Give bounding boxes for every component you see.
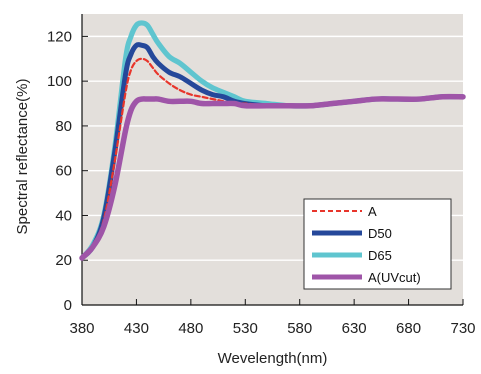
legend-box bbox=[303, 198, 452, 290]
y-tick-label: 120 bbox=[47, 28, 72, 45]
x-tick-label: 480 bbox=[178, 320, 203, 337]
series-lines bbox=[79, 20, 466, 261]
y-axis-label: Spectral reflectance(%) bbox=[14, 79, 31, 235]
series-line-a bbox=[80, 57, 465, 260]
y-tick-label: 100 bbox=[47, 73, 72, 90]
legend-label: A(UVcut) bbox=[368, 270, 421, 285]
x-tick-label: 630 bbox=[342, 320, 367, 337]
x-tick-label: 380 bbox=[69, 320, 94, 337]
y-tick-label: 60 bbox=[55, 163, 72, 180]
series-line-a-uvcut bbox=[79, 93, 466, 261]
x-tick-label: 580 bbox=[287, 320, 312, 337]
x-tick-label: 430 bbox=[124, 320, 149, 337]
tick-labels: 380 430 480 530 580 630 680 730 0 20 40 60 80 100 120 bbox=[47, 28, 476, 337]
grid-lines bbox=[82, 35, 463, 261]
x-tick-label: 730 bbox=[450, 320, 475, 337]
y-tick-label: 40 bbox=[55, 207, 72, 224]
x-tick-label: 530 bbox=[233, 320, 258, 337]
legend: A D50 D65 A(UVcut) bbox=[303, 198, 452, 290]
y-tick-label: 0 bbox=[64, 297, 72, 314]
y-tick-label: 20 bbox=[55, 252, 72, 269]
y-tick-label: 80 bbox=[55, 118, 72, 135]
legend-label: D50 bbox=[368, 226, 392, 241]
x-axis-label: Wevelength(nm) bbox=[218, 350, 328, 367]
legend-label: D65 bbox=[368, 248, 392, 263]
legend-label: A bbox=[368, 204, 377, 219]
x-tick-label: 680 bbox=[396, 320, 421, 337]
